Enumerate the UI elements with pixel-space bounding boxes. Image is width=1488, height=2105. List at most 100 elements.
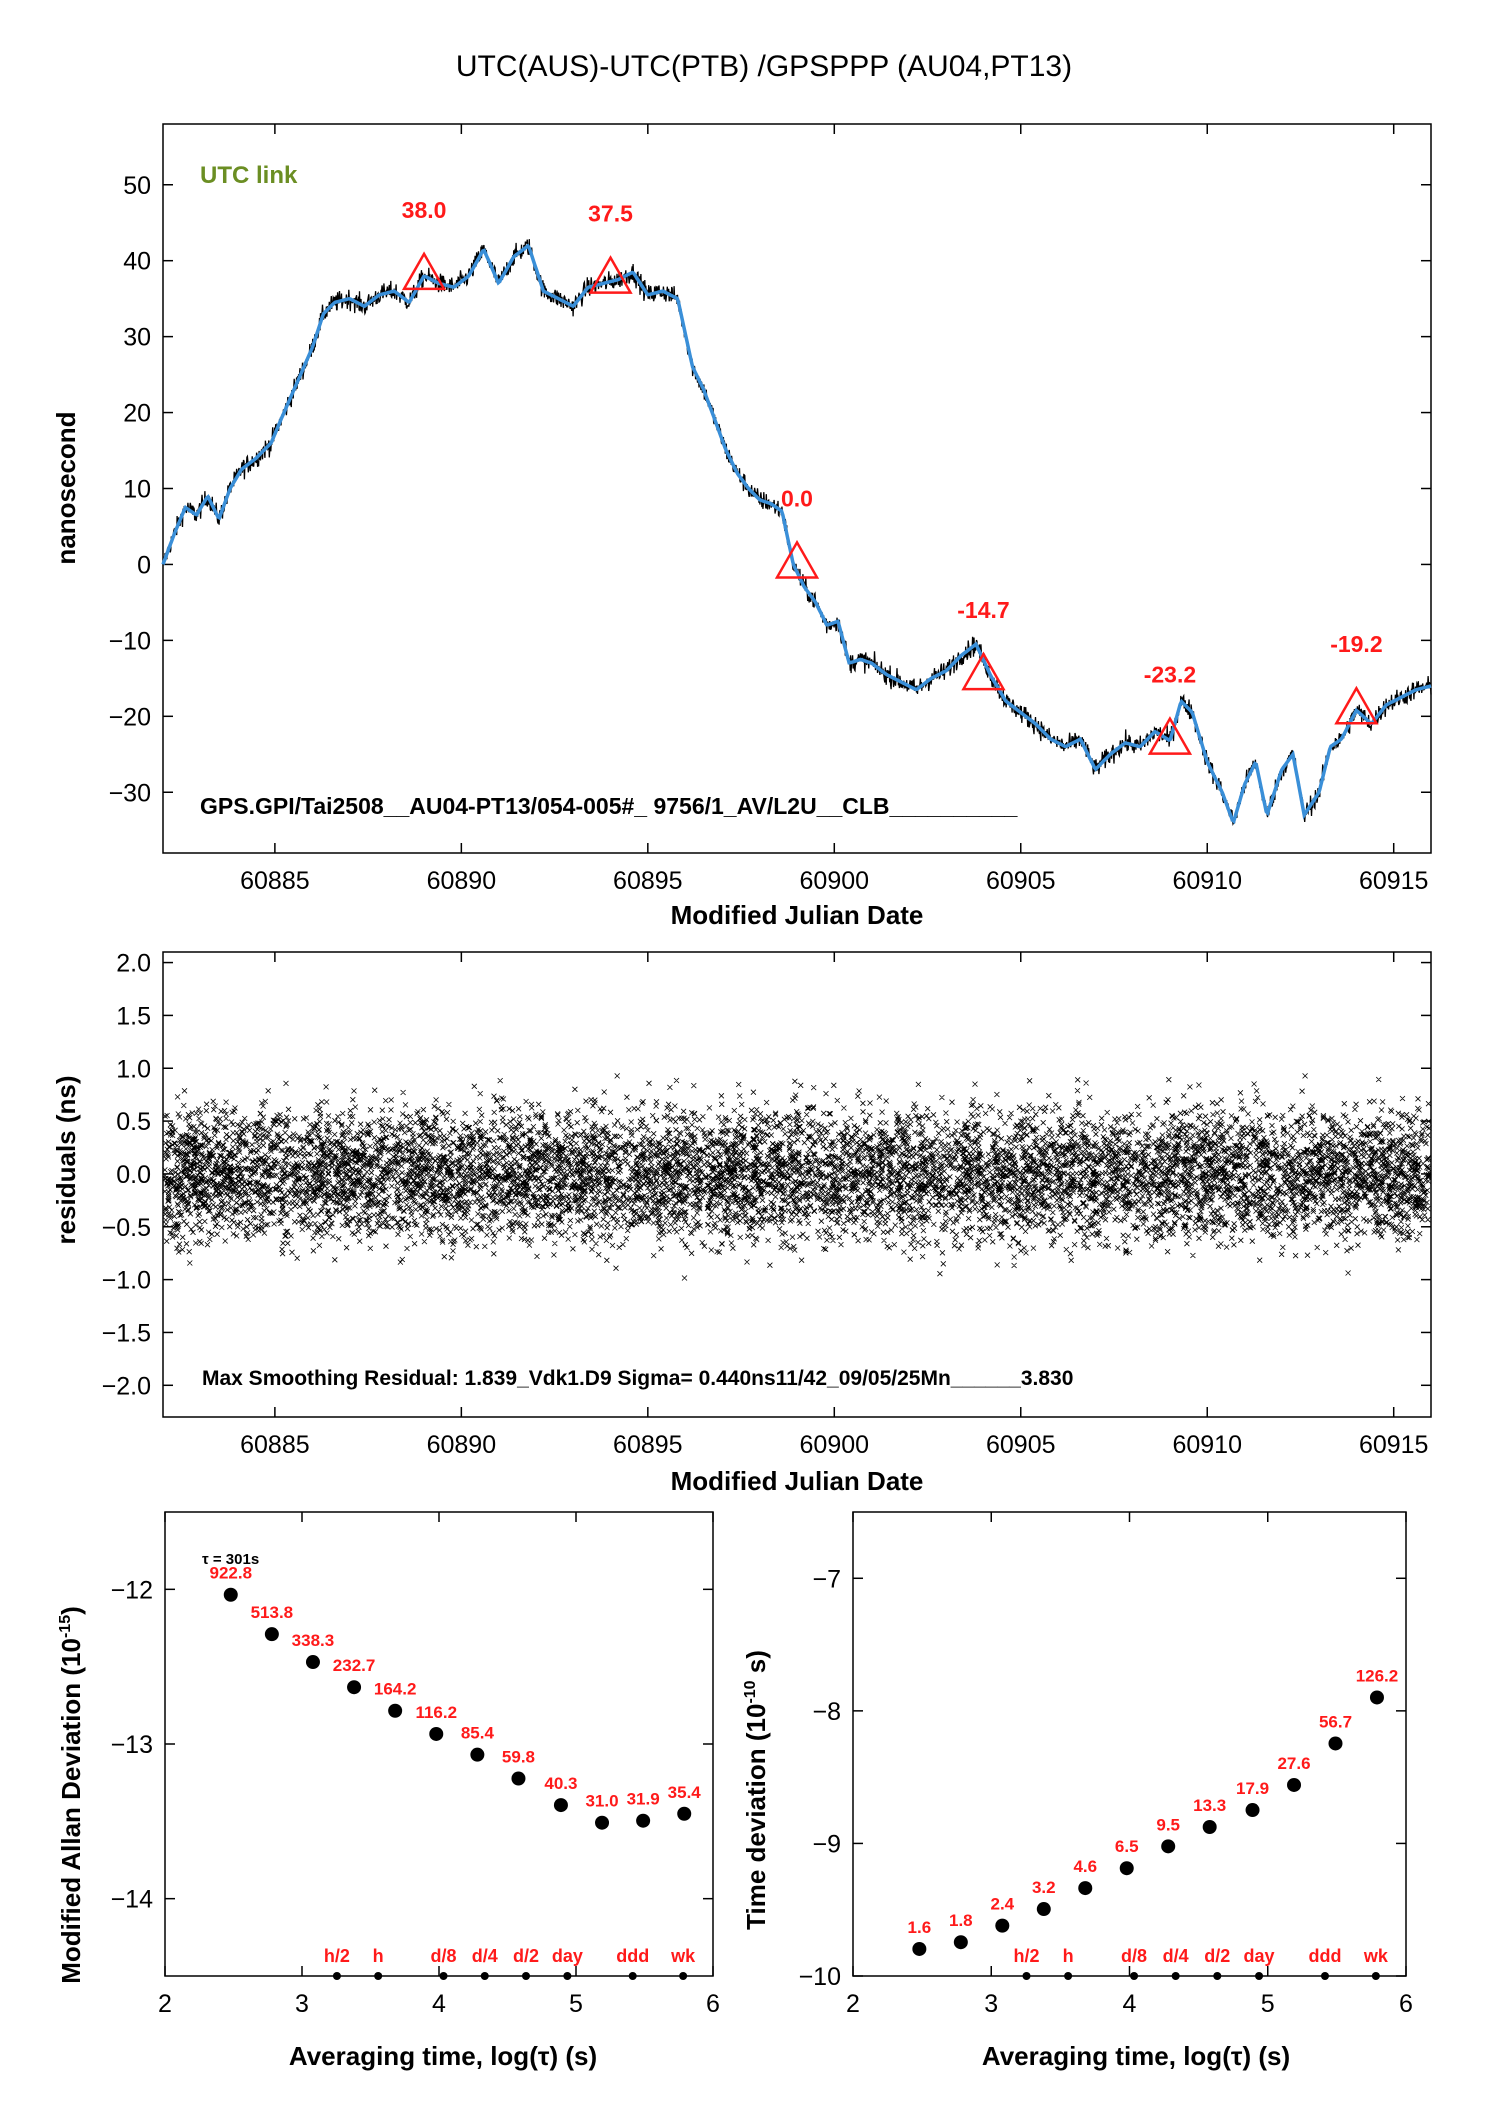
timeseries-panel: 60885 60890 60895 60900 60905 60910 60915 −30 −2… <box>51 123 1432 930</box>
mdev-xtick-label: 4 <box>432 1990 446 2018</box>
timeseries-ytick-label: −10 <box>109 627 151 655</box>
mdev-timemark-dot <box>521 1972 530 1980</box>
tdev-point <box>912 1941 927 1956</box>
mdev-point <box>470 1747 485 1762</box>
tdev-point <box>1161 1839 1176 1854</box>
mdev-points: 922.8 513.8 338.3 232.7 164.2 116.285.4 59.8 40… <box>209 1564 701 1980</box>
timeseries-series <box>161 239 1432 827</box>
tdev-point-label: 3.2 <box>1032 1878 1056 1897</box>
timeseries-xtick-label: 60885 <box>240 867 310 895</box>
marker-label: 38.0 <box>402 197 447 223</box>
timeseries-ylabel: nanosecond <box>51 411 81 564</box>
timeseries-ytick-label: 20 <box>123 400 151 428</box>
residuals-ytick-label: 1.0 <box>116 1055 151 1083</box>
mdev-timemark-label: d/2 <box>513 1946 539 1966</box>
tdev-timemark-dot <box>1130 1972 1139 1980</box>
tdev-timemark-dot <box>1022 1972 1031 1980</box>
mdev-point <box>636 1813 651 1828</box>
tdev-point-label: 27.6 <box>1277 1754 1310 1773</box>
tdev-axes: 2 3 4 5 6 −10 −9 −8 −7 <box>799 1511 1413 2018</box>
timeseries-xlabel: Modified Julian Date <box>671 900 924 930</box>
mdev-timemark-label: d/8 <box>431 1946 457 1966</box>
marker-triangle <box>774 539 820 579</box>
mdev-xtick-label: 3 <box>295 1990 309 2018</box>
tdev-point-label: 9.5 <box>1156 1815 1180 1834</box>
mdev-point-label: 116.2 <box>415 1703 457 1722</box>
mdev-point-label: 35.4 <box>668 1783 702 1802</box>
mdev-tau-note: τ = 301s <box>202 1551 259 1568</box>
mdev-point <box>511 1771 526 1786</box>
residuals-panel: 60885 60890 60895 60900 60905 60910 60915 −2.0 −… <box>51 950 1432 1496</box>
residuals-ytick-label: 1.5 <box>116 1002 151 1030</box>
tdev-timemark-label: d/8 <box>1121 1946 1147 1966</box>
mdev-point <box>305 1655 320 1670</box>
residuals-xtick-label: 60915 <box>1359 1431 1429 1459</box>
tdev-point <box>1245 1803 1260 1818</box>
residuals-xlabel: Modified Julian Date <box>671 1466 924 1496</box>
timeseries-ytick-label: 30 <box>123 324 151 352</box>
tdev-timemark-label: d/2 <box>1204 1946 1230 1966</box>
timeseries-axes: 60885 60890 60895 60900 60905 60910 60915 −30 −2… <box>109 123 1432 895</box>
residuals-ytick-label: −1.5 <box>102 1319 151 1347</box>
residuals-frame <box>162 951 1432 1418</box>
mdev-timemark-dot <box>563 1972 572 1980</box>
residuals-xtick-label: 60885 <box>240 1431 310 1459</box>
residuals-points <box>162 1073 1432 1281</box>
mdev-point-label: 338.3 <box>292 1631 335 1650</box>
timeseries-footer: GPS.GPI/Tai2508__AU04-PT13/054-005#_ 975… <box>200 793 1018 819</box>
residuals-xtick-label: 60900 <box>800 1431 870 1459</box>
mdev-point <box>553 1798 568 1813</box>
mdev-timemark-dot <box>332 1972 341 1980</box>
tdev-timemark-label: day <box>1244 1946 1275 1966</box>
tdev-xtick-label: 4 <box>1123 1990 1137 2018</box>
mdev-timemark-label: ddd <box>616 1946 649 1966</box>
marker-triangle <box>588 255 633 294</box>
mdev-point-label: 59.8 <box>502 1747 535 1766</box>
tdev-frame <box>852 1511 1407 1977</box>
smoothed-series-line <box>161 243 1432 825</box>
mdev-ytick-label: −12 <box>111 1576 153 1604</box>
mdev-point <box>388 1703 403 1718</box>
tdev-point <box>1078 1881 1093 1896</box>
tdev-xtick-label: 6 <box>1399 1990 1413 2018</box>
mdev-point-label: 31.9 <box>627 1790 660 1809</box>
tdev-point <box>1202 1819 1217 1834</box>
tdev-xlabel: Averaging time, log(τ) (s) <box>982 2041 1290 2071</box>
residuals-ytick-label: −0.5 <box>102 1214 151 1242</box>
mdev-axes: 2 3 4 5 6 −14 −13 −12 <box>111 1511 720 2018</box>
tdev-timemark-dot <box>1255 1972 1264 1980</box>
mdev-point <box>595 1815 610 1830</box>
residuals-axes: 60885 60890 60895 60900 60905 60910 60915 −2.0 −… <box>102 950 1432 1459</box>
tdev-point-label: 56.7 <box>1319 1712 1352 1731</box>
tdev-point-label: 4.6 <box>1073 1857 1097 1876</box>
tdev-point-label: 6.5 <box>1115 1837 1139 1856</box>
mdev-point <box>264 1627 279 1642</box>
timeseries-ytick-label: 0 <box>137 551 151 579</box>
tdev-xtick-label: 3 <box>984 1990 998 2018</box>
residual-points <box>162 1073 1432 1281</box>
timeseries-xtick-label: 60900 <box>800 867 870 895</box>
tdev-panel: 2 3 4 5 6 −10 −9 −8 −7 1.6 1.8 2.4 3.2 4.6 6.5 9.5 13.3… <box>741 1511 1413 2071</box>
residuals-ytick-label: 2.0 <box>116 950 151 978</box>
tdev-timemark-label: d/4 <box>1163 1946 1189 1966</box>
tdev-point-label: 1.6 <box>908 1918 932 1937</box>
mdev-panel: 2 3 4 5 6 −14 −13 −12 922.8 513.8 338.3 232.7 164.2… <box>56 1511 720 2071</box>
mdev-timemark-dot <box>374 1972 383 1980</box>
tdev-timemark-label: h <box>1063 1946 1074 1966</box>
timeseries-ytick-label: 10 <box>123 476 151 504</box>
residuals-xtick-label: 60890 <box>427 1431 497 1459</box>
figure-title: UTC(AUS)-UTC(PTB) /GPSPPP (AU04,PT13) <box>456 50 1072 83</box>
mdev-point-label: 85.4 <box>461 1724 495 1743</box>
residuals-ytick-label: 0.5 <box>116 1108 151 1136</box>
legend-label: UTC link <box>200 162 298 189</box>
marker-label: -14.7 <box>957 597 1009 623</box>
tdev-point <box>953 1935 968 1950</box>
mdev-point <box>677 1806 692 1821</box>
marker-label: -19.2 <box>1330 631 1382 657</box>
timeseries-xtick-label: 60905 <box>986 867 1056 895</box>
marker-triangle <box>1334 685 1379 725</box>
tdev-timemark-dot <box>1371 1972 1380 1980</box>
tdev-point-label: 126.2 <box>1356 1666 1399 1685</box>
residuals-ytick-label: −1.0 <box>102 1267 151 1295</box>
